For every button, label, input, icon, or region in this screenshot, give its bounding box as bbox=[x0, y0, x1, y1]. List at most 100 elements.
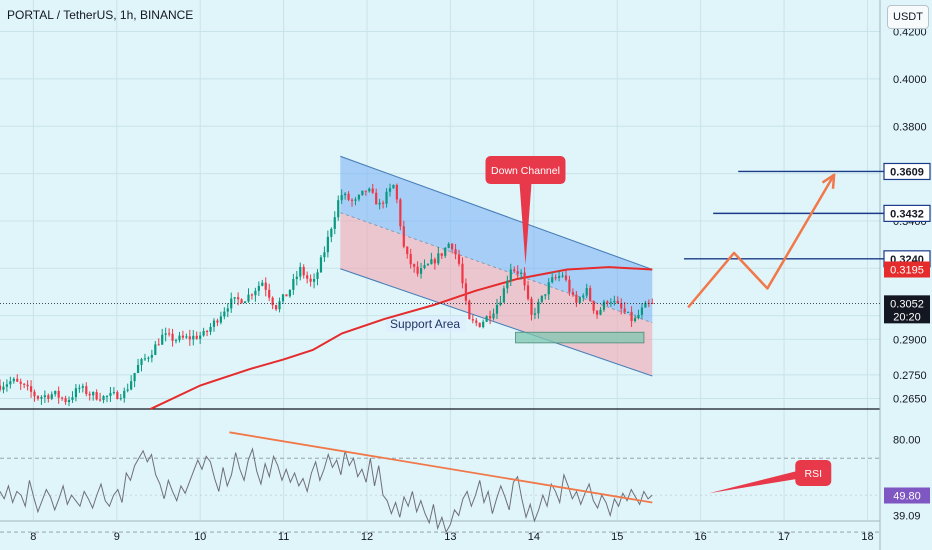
candle-body bbox=[530, 298, 533, 315]
time-tick-label: 17 bbox=[778, 531, 790, 543]
candle-body bbox=[354, 199, 357, 201]
candle-body bbox=[340, 195, 343, 201]
candle-body bbox=[105, 396, 109, 398]
candle-body bbox=[464, 283, 468, 301]
candle-body bbox=[468, 300, 471, 320]
candle-body bbox=[202, 330, 205, 336]
candle-body bbox=[509, 269, 512, 281]
candle-body bbox=[12, 378, 15, 382]
candle-body bbox=[19, 381, 22, 384]
candle-body bbox=[147, 357, 150, 359]
candle-body bbox=[482, 321, 485, 328]
candle-body bbox=[485, 316, 488, 322]
price-tag-text: 0.3052 bbox=[890, 298, 924, 310]
candle-body bbox=[264, 282, 267, 290]
candle-body bbox=[295, 276, 298, 279]
candle-body bbox=[592, 300, 595, 311]
candle-body bbox=[475, 320, 478, 323]
candle-body bbox=[157, 344, 160, 346]
candle-body bbox=[71, 397, 74, 400]
candle-body bbox=[516, 271, 519, 274]
currency-button[interactable]: USDT bbox=[887, 5, 929, 29]
candle-body bbox=[43, 395, 46, 398]
candle-body bbox=[520, 272, 523, 274]
channel-mid-line bbox=[340, 212, 653, 324]
candle-body bbox=[430, 259, 433, 265]
candle-body bbox=[271, 297, 274, 306]
candles[interactable] bbox=[0, 183, 654, 407]
candle-body bbox=[347, 193, 350, 200]
candle-body bbox=[240, 299, 243, 304]
candle-body bbox=[406, 246, 409, 255]
rsi-line bbox=[0, 447, 653, 534]
level-tag-text: 0.3432 bbox=[890, 208, 924, 220]
candle-body bbox=[333, 217, 336, 229]
rsi-panel: RSI bbox=[0, 431, 880, 534]
candle-body bbox=[395, 184, 398, 200]
candle-body bbox=[88, 393, 91, 396]
time-tick-label: 8 bbox=[30, 531, 36, 543]
candle-body bbox=[261, 282, 264, 286]
time-tick-label: 13 bbox=[444, 531, 456, 543]
candle-body bbox=[219, 316, 222, 323]
candle-body bbox=[495, 304, 499, 314]
candle-body bbox=[402, 226, 405, 247]
candle-body bbox=[461, 263, 464, 284]
candle-body bbox=[216, 320, 219, 323]
candle-body bbox=[364, 190, 367, 192]
price-tick-label: 0.2650 bbox=[893, 394, 927, 406]
price-tag-countdown: 20:20 bbox=[893, 311, 921, 323]
rsi-value-tag-box bbox=[884, 487, 930, 504]
candle-body bbox=[457, 254, 461, 264]
candle-body bbox=[254, 290, 257, 296]
candle-body bbox=[95, 392, 98, 400]
candle-body bbox=[526, 285, 530, 299]
candle-body bbox=[533, 313, 537, 315]
candle-body bbox=[285, 294, 288, 297]
candle-body bbox=[181, 335, 185, 338]
candle-body bbox=[644, 302, 647, 308]
candle-body bbox=[651, 303, 654, 305]
candle-body bbox=[582, 295, 585, 298]
candle-body bbox=[278, 301, 281, 310]
level-tag-box bbox=[883, 204, 931, 222]
candle-body bbox=[540, 295, 543, 302]
candle-body bbox=[85, 386, 88, 394]
candle-body bbox=[188, 336, 191, 340]
time-tick-label: 15 bbox=[611, 531, 623, 543]
candle-body bbox=[133, 372, 136, 382]
rsi-callout-box bbox=[795, 459, 832, 486]
level-tag-box bbox=[883, 162, 931, 181]
price-tick-label: 0.2750 bbox=[893, 370, 927, 382]
price-tick-label: 0.3800 bbox=[893, 121, 927, 133]
price-axis[interactable]: 0.42000.40000.38000.36000.34000.32000.30… bbox=[883, 27, 931, 523]
candle-body bbox=[67, 399, 71, 403]
candle-body bbox=[606, 301, 609, 304]
candle-body bbox=[575, 294, 578, 303]
candle-body bbox=[136, 364, 140, 373]
time-tick-label: 18 bbox=[861, 531, 873, 543]
candle-body bbox=[623, 308, 626, 313]
candle-body bbox=[585, 288, 588, 296]
rsi-tick-label: 39.09 bbox=[893, 510, 921, 522]
candle-body bbox=[537, 301, 540, 314]
time-axis[interactable]: 8 9 10 11 12 13 14 15 16 17 18 bbox=[30, 531, 873, 543]
candle-body bbox=[357, 194, 361, 200]
candle-body bbox=[130, 381, 133, 390]
candle-body bbox=[447, 243, 450, 248]
candle-body bbox=[274, 305, 278, 310]
candle-body bbox=[571, 292, 575, 295]
candle-body bbox=[243, 301, 247, 304]
time-tick-label: 12 bbox=[361, 531, 373, 543]
candle-body bbox=[140, 359, 143, 365]
candle-body bbox=[554, 277, 557, 279]
candle-body bbox=[174, 340, 178, 342]
candle-body bbox=[302, 266, 305, 276]
candle-body bbox=[440, 253, 443, 256]
candle-body bbox=[195, 335, 198, 339]
candle-body bbox=[544, 294, 547, 296]
candle-body bbox=[513, 269, 516, 272]
time-tick-label: 11 bbox=[278, 531, 289, 543]
moving-average bbox=[149, 266, 653, 411]
